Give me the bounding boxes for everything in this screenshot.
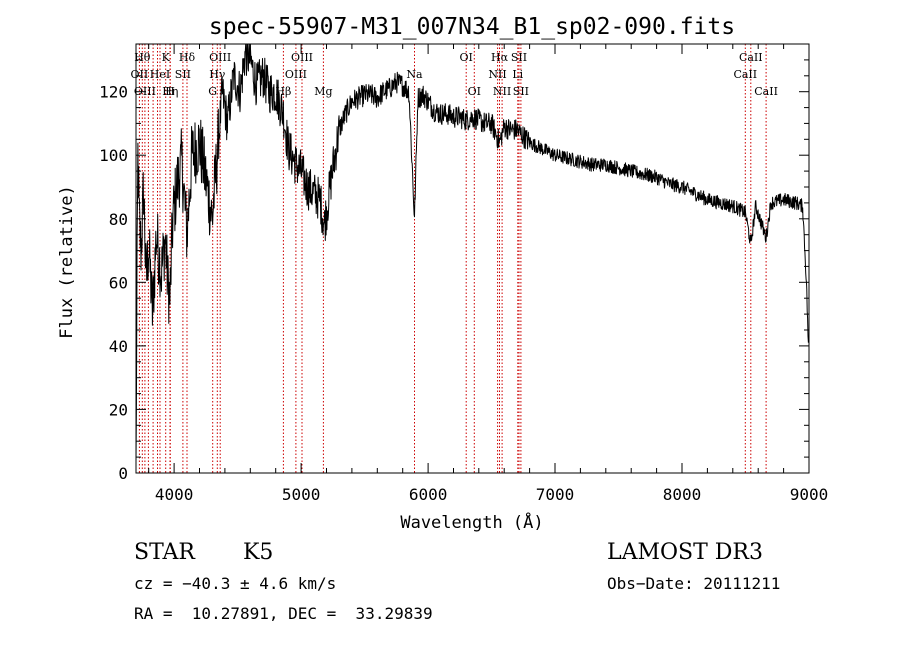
y-tick-label: 100 <box>99 146 128 165</box>
line-label-28: CaII <box>733 68 757 81</box>
line-label-22: NII <box>488 68 506 81</box>
x-axis-label: Wavelength (Å) <box>400 511 543 533</box>
line-label-30: CaII <box>754 85 778 98</box>
line-label-27: SII <box>513 85 529 98</box>
line-label-26: SII <box>511 51 527 64</box>
x-tick-label: 7000 <box>536 485 575 504</box>
y-tick-label: 80 <box>109 210 128 229</box>
line-label-13: Hγ <box>209 68 226 81</box>
line-label-23: Hα <box>491 51 509 64</box>
line-markers <box>138 44 767 473</box>
line-label-21: OI <box>468 85 481 98</box>
y-axis: 0 20 40 60 80 100 120 <box>99 43 809 483</box>
line-label-25: Li <box>512 68 523 81</box>
line-label-19: Na <box>406 68 423 81</box>
object-subclass: K5 <box>243 540 274 565</box>
coordinates: RA = 10.27891, DEC = 33.29839 <box>134 604 433 623</box>
survey-name: LAMOST DR3 <box>607 540 763 565</box>
y-tick-label: 40 <box>109 337 128 356</box>
line-label-17: OIII <box>291 51 313 64</box>
series-layer <box>135 43 809 463</box>
plot-frame <box>135 43 810 474</box>
x-tick-label: 6000 <box>409 485 448 504</box>
redshift-velocity: cz = −40.3 ± 4.6 km/s <box>134 574 337 593</box>
y-tick-label: 0 <box>118 464 128 483</box>
line-label-20: OI <box>460 51 473 64</box>
observation-date: Obs−Date: 20111211 <box>607 574 781 593</box>
line-label-12: G <box>208 85 217 98</box>
y-axis-label: Flux (relative) <box>57 185 77 339</box>
line-label-0: OII <box>131 68 149 81</box>
line-label-29: CaII <box>739 51 763 64</box>
y-tick-label: 120 <box>99 83 128 102</box>
line-label-8: H <box>165 85 175 98</box>
spectrum-line <box>135 43 809 463</box>
line-label-18: Mg <box>314 85 332 98</box>
line-label-24: NII <box>493 85 511 98</box>
line-label-7: K <box>162 51 171 64</box>
line-label-16: OIII <box>285 68 307 81</box>
y-tick-label: 20 <box>109 400 128 419</box>
line-label-11: Hδ <box>179 51 196 64</box>
line-label-14: OIII <box>209 51 231 64</box>
line-label-1: Hθ <box>134 51 151 64</box>
x-tick-label: 9000 <box>790 485 829 504</box>
line-label-10: SII <box>175 68 191 81</box>
y-tick-label: 60 <box>109 273 128 292</box>
line-label-6: HeI <box>150 68 170 81</box>
line-labels: OIIHθOIIIHeIKHHηSIIHδGHγOIIIHβOIIIOIIIMg… <box>131 51 778 98</box>
x-axis: 4000 5000 6000 7000 8000 9000 <box>148 44 829 504</box>
x-tick-label: 5000 <box>282 485 321 504</box>
object-class: STAR <box>134 540 195 565</box>
line-label-9: Hη <box>162 85 178 98</box>
x-tick-label: 8000 <box>663 485 702 504</box>
x-tick-label: 4000 <box>155 485 194 504</box>
chart-title: spec-55907-M31_007N34_B1_sp02-090.fits <box>209 14 735 40</box>
